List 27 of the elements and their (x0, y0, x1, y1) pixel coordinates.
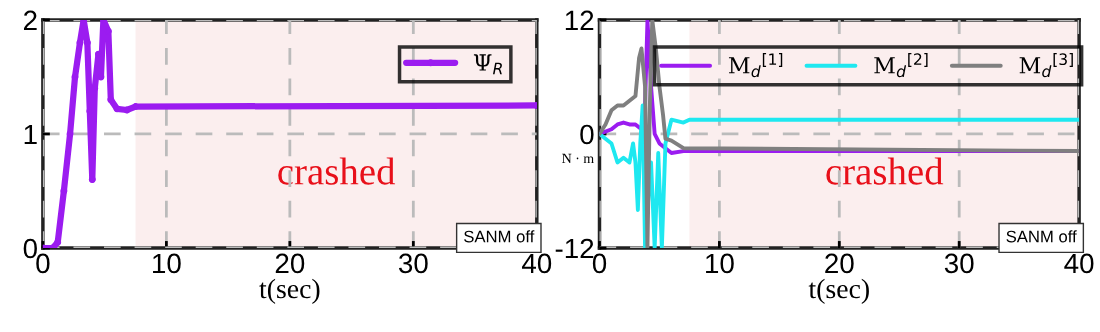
x-tick-label: 20 (825, 253, 854, 274)
legend-label: Ψ$_{R}$ (473, 54, 502, 75)
x-tick-label: 0 (592, 253, 607, 274)
legend-label: M$_{d}$$^{[1]}$ (728, 53, 783, 78)
band-label: crashed (826, 157, 944, 185)
y-tick-label: 12 (565, 10, 594, 30)
x-tick-label: 40 (1064, 253, 1094, 274)
y-tick-label: 0 (23, 238, 37, 259)
legend-label: M$_{d}$$^{[2]}$ (874, 53, 928, 78)
annotation: SANM off (1006, 230, 1077, 243)
y-tick-label: 0 (580, 124, 594, 145)
x-tick-label: 30 (944, 253, 974, 274)
x-tick-label: 10 (706, 253, 734, 274)
x-tick-label: 10 (153, 253, 181, 274)
legend-label: M$_{d}$$^{[3]}$ (1019, 53, 1073, 78)
x-axis-title: t(sec) (808, 278, 869, 304)
x-tick-label: 30 (398, 253, 428, 274)
y-tick-label: 2 (23, 10, 37, 30)
x-axis-title: t(sec) (259, 278, 320, 304)
x-tick-label: 40 (521, 253, 552, 274)
x-tick-label: 0 (36, 253, 50, 274)
x-tick-label: 20 (275, 253, 305, 274)
annotation: SANM off (464, 230, 535, 243)
y-axis-title: N · m (562, 153, 594, 163)
y-tick-label: -12 (555, 238, 594, 259)
band-label: crashed (278, 157, 396, 185)
y-tick-label: 1 (24, 124, 37, 145)
